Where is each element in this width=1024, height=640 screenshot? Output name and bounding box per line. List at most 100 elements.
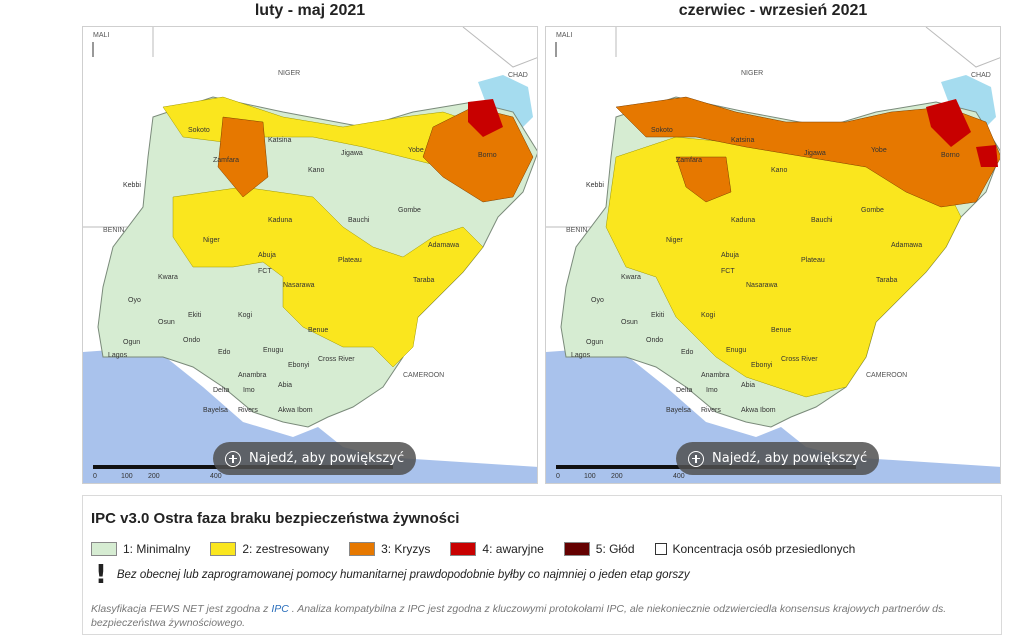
label-delta: Delta [676, 387, 692, 394]
label-enugu: Enugu [263, 347, 283, 354]
label-rivers: Rivers [238, 407, 258, 414]
legend-swatch [210, 542, 237, 556]
scale-label: 0 [556, 473, 560, 480]
legend-label: 2: zestresowany [242, 542, 330, 556]
label-lagos: Lagos [571, 352, 591, 359]
zoom-button-2[interactable]: Najedź, aby powiększyć [676, 442, 880, 475]
label-akwa-ibom: Akwa Ibom [278, 407, 313, 414]
idp-square-icon [654, 543, 667, 555]
label-kogi: Kogi [701, 312, 715, 319]
legend-note-text: Bez obecnej lub zaprogramowanej pomocy h… [116, 569, 690, 581]
ocean [546, 347, 1000, 483]
scale-label: 0 [93, 473, 97, 480]
label-abuja: Abuja [721, 252, 739, 259]
crisis-region [615, 96, 1000, 208]
exclamation-icon: ! [95, 560, 107, 590]
label-ebonyi: Ebonyi [288, 362, 310, 369]
legend-box: IPC v3.0 Ostra faza braku bezpieczeństwa… [82, 495, 1002, 635]
label-bauchi: Bauchi [811, 217, 833, 224]
zoom-button-1[interactable]: Najedź, aby powiększyć [213, 442, 417, 475]
scale-label: 200 [611, 473, 623, 480]
legend-label: 3: Kryzys [381, 542, 431, 556]
label-imo: Imo [706, 387, 718, 394]
nigeria-map-1: Sokoto Katsina Zamfara Kebbi Kano Jigawa… [83, 27, 537, 483]
stressed-region [172, 186, 484, 368]
footer-text: Klasyfikacja FEWS NET jest zgodna z [91, 603, 272, 615]
neighbor-mali: MALI [556, 32, 572, 39]
label-kwara: Kwara [621, 274, 641, 281]
footer-note: Klasyfikacja FEWS NET jest zgodna z IPC … [91, 602, 991, 630]
label-delta: Delta [213, 387, 229, 394]
ipc-link[interactable]: IPC [271, 603, 289, 615]
crisis-zamfara [675, 156, 732, 203]
label-kogi: Kogi [238, 312, 252, 319]
ocean [83, 347, 537, 483]
scale-label: 100 [121, 473, 133, 480]
label-edo: Edo [218, 349, 231, 356]
label-gombe: Gombe [398, 207, 421, 214]
label-gombe: Gombe [861, 207, 884, 214]
label-ekiti: Ekiti [188, 312, 202, 319]
legend-item-minimal: 1: Minimalny [91, 542, 190, 556]
label-zamfara: Zamfara [676, 157, 702, 164]
label-yobe: Yobe [871, 147, 887, 154]
label-plateau: Plateau [801, 257, 825, 264]
label-ogun: Ogun [586, 339, 603, 346]
label-kwara: Kwara [158, 274, 178, 281]
label-kano: Kano [771, 167, 787, 174]
neighbor-benin: BENIN [103, 227, 124, 234]
label-akwa-ibom: Akwa Ibom [741, 407, 776, 414]
zoom-label: Najedź, aby powiększyć [249, 451, 405, 466]
label-oyo: Oyo [128, 297, 141, 304]
legend-note: ! Bez obecnej lub zaprogramowanej pomocy… [95, 562, 690, 588]
label-enugu: Enugu [726, 347, 746, 354]
label-rivers: Rivers [701, 407, 721, 414]
label-adamawa: Adamawa [891, 242, 922, 249]
legend-item-idp: Koncentracja osób przesiedlonych [654, 542, 856, 556]
legend-title: IPC v3.0 Ostra faza braku bezpieczeństwa… [91, 510, 460, 527]
map-title-2: czerwiec - wrzesień 2021 [678, 2, 868, 19]
footer-text: . Analiza kompatybilna z IPC jest zgodna… [91, 603, 947, 629]
scale-label: 200 [148, 473, 160, 480]
label-abuja: Abuja [258, 252, 276, 259]
label-ondo: Ondo [646, 337, 663, 344]
crisis-zamfara [217, 116, 269, 198]
label-lagos: Lagos [108, 352, 128, 359]
legend-label: 1: Minimalny [123, 542, 191, 556]
legend-item-famine: 5: Głód [563, 542, 635, 556]
label-kano: Kano [308, 167, 324, 174]
emergency-area-2 [976, 145, 998, 167]
scale-label: 100 [584, 473, 596, 480]
emergency-area [468, 99, 503, 137]
label-fct: FCT [721, 268, 735, 275]
label-adamawa: Adamawa [428, 242, 459, 249]
label-bayelsa: Bayelsa [666, 407, 691, 414]
label-plateau: Plateau [338, 257, 362, 264]
legend-swatch [91, 542, 117, 556]
label-jigawa: Jigawa [804, 150, 826, 157]
nigeria-map-2: Sokoto Katsina Zamfara Kebbi Kano Jigawa… [546, 27, 1000, 483]
legend-item-emergency: 4: awaryjne [450, 542, 544, 556]
label-fct: FCT [258, 268, 272, 275]
neighbor-benin: BENIN [566, 227, 587, 234]
label-borno: Borno [478, 152, 497, 159]
label-taraba: Taraba [876, 277, 898, 284]
plus-circle-icon [225, 450, 241, 467]
label-nasarawa: Nasarawa [746, 282, 778, 289]
legend-swatch [563, 542, 590, 556]
label-edo: Edo [681, 349, 694, 356]
label-abia: Abia [278, 382, 292, 389]
legend-item-crisis: 3: Kryzys [349, 542, 430, 556]
map-panel-1[interactable]: Sokoto Katsina Zamfara Kebbi Kano Jigawa… [82, 26, 538, 484]
label-ogun: Ogun [123, 339, 140, 346]
legend-label: Koncentracja osób przesiedlonych [672, 542, 856, 556]
label-abia: Abia [741, 382, 755, 389]
label-sokoto: Sokoto [188, 127, 210, 134]
neighbor-niger: NIGER [741, 70, 763, 77]
map-title-1: luty - maj 2021 [254, 2, 366, 19]
neighbor-niger: NIGER [278, 70, 300, 77]
label-katsina: Katsina [731, 137, 754, 144]
plus-circle-icon [688, 450, 704, 467]
label-imo: Imo [243, 387, 255, 394]
map-panel-2[interactable]: Sokoto Katsina Zamfara Kebbi Kano Jigawa… [545, 26, 1001, 484]
